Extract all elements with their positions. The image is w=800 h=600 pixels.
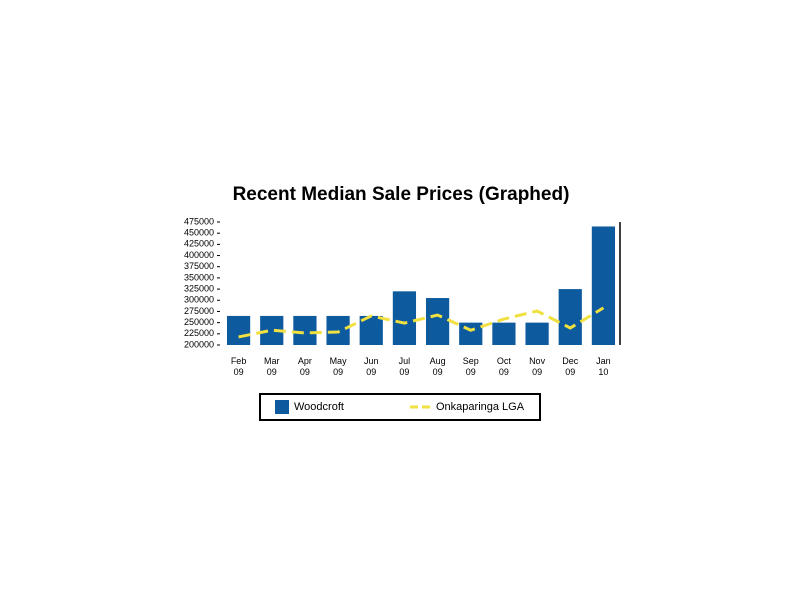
y-tick-label: 275000 [184,306,214,316]
x-tick-label-line: 09 [466,367,476,377]
x-tick-label-line: 09 [499,367,509,377]
x-tick-label: Oct 09 [497,356,512,377]
x-tick-label-line: Jan [596,356,611,366]
y-tick-label: 300000 [184,295,214,305]
x-tick-label-line: Dec [562,356,579,366]
bar [492,322,516,345]
x-tick-label-line: 09 [565,367,575,377]
x-tick-label: Jan 10 [596,356,611,377]
chart-title: Recent Median Sale Prices (Graphed) [233,184,570,205]
x-tick-label-line: May [330,356,348,366]
bar [226,315,251,345]
x-tick-label: Jun 09 [364,356,379,377]
x-tick-label: Nov 09 [529,356,546,377]
y-tick-label: 350000 [184,272,214,282]
x-tick-label: Mar 09 [264,356,280,377]
y-tick-label: 225000 [184,328,214,338]
x-tick-label-line: Jun [364,356,379,366]
bar [293,315,317,345]
bar [392,291,417,345]
x-tick-label-line: Nov [529,356,546,366]
x-tick-label-line: Oct [497,356,512,366]
bar [260,315,284,345]
x-tick-label-line: Apr [298,356,312,366]
x-tick-label-line: 09 [433,367,443,377]
x-tick-label-line: Aug [430,356,446,366]
bar [558,289,582,345]
y-tick-label: 425000 [184,239,214,249]
bar [459,322,483,345]
bar [425,298,450,345]
legend-label: Woodcroft [294,401,344,413]
x-tick-label-line: 09 [234,367,244,377]
line [238,306,605,339]
x-tick-label-line: 09 [399,367,409,377]
y-tick-label: 250000 [184,317,214,327]
bar [591,226,616,345]
legend-label: Onkaparinga LGA [436,401,525,413]
legend-swatch [275,400,289,414]
legend-box [259,393,541,421]
x-tick-label: May 09 [330,356,348,377]
x-tick-label-line: Mar [264,356,280,366]
y-tick-label: 475000 [184,216,214,226]
y-tick-label: 200000 [184,339,214,349]
x-tick-label: Sep 09 [463,356,479,377]
y-tick-label: 375000 [184,261,214,271]
y-tick-label: 325000 [184,283,214,293]
x-tick-label: Apr 09 [298,356,312,377]
x-tick-label-line: 09 [532,367,542,377]
x-tick-label-line: 09 [300,367,310,377]
x-tick-label-line: 09 [267,367,277,377]
x-tick-label: Aug 09 [430,356,446,377]
bar [525,322,549,345]
y-tick-label: 400000 [184,250,214,260]
x-tick-label: Dec 09 [562,356,579,377]
x-tick-label-line: 10 [598,367,608,377]
x-tick-label: Jul 09 [399,356,411,377]
x-tick-label-line: 09 [333,367,343,377]
x-tick-label-line: Jul [399,356,411,366]
x-tick-label-line: 09 [366,367,376,377]
y-tick-label: 450000 [184,228,214,238]
x-tick-label-line: Feb [231,356,247,366]
x-tick-label-line: Sep [463,356,479,366]
x-tick-label: Feb 09 [231,356,247,377]
bar [359,315,383,345]
